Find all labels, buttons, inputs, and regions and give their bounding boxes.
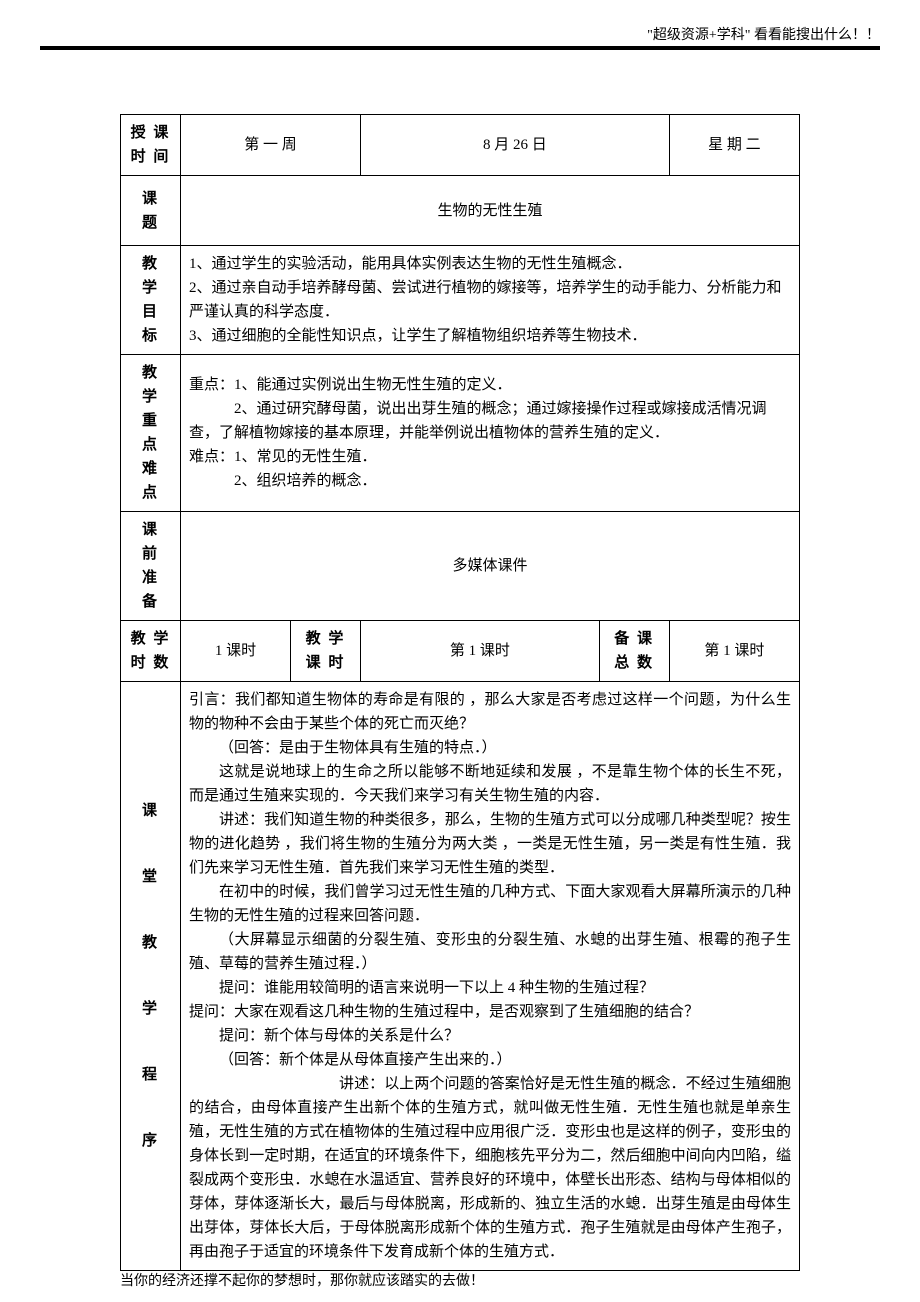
- objectives-text: 1、通过学生的实验活动，能用具体实例表达生物的无性生殖概念． 2、通过亲自动手培…: [181, 246, 800, 355]
- periods-label: 教 学 时 数: [121, 621, 181, 682]
- schedule-date: 8 月 26 日: [361, 115, 670, 176]
- process-content: 引言：我们都知道生物体的寿命是有限的 ，那么大家是否考虑过这样一个问题，为什么生…: [181, 682, 800, 1271]
- title-label: 课 题: [121, 176, 181, 246]
- keypoints-text: 重点：1、能通过实例说出生物无性生殖的定义． 2、通过研究酵母菌，说出出芽生殖的…: [181, 355, 800, 512]
- page-header-tagline: "超级资源+学科" 看看能搜出什么！！: [647, 24, 880, 44]
- preparation-row: 课 前 准 备 多媒体课件: [121, 512, 800, 621]
- objectives-label: 教 学 目 标: [121, 246, 181, 355]
- lesson-plan-table: 授 课 时 间 第 一 周 8 月 26 日 星 期 二 课 题 生物的无性生殖…: [120, 114, 800, 1271]
- header-rule: [40, 46, 880, 50]
- keypoints-row: 教 学 重 点 难 点 重点：1、能通过实例说出生物无性生殖的定义． 2、通过研…: [121, 355, 800, 512]
- preparation-label: 课 前 准 备: [121, 512, 181, 621]
- schedule-label: 授 课 时 间: [121, 115, 181, 176]
- periods-col2-label: 教 学 课 时: [291, 621, 361, 682]
- process-p0: 引言：我们都知道生物体的寿命是有限的 ，那么大家是否考虑过这样一个问题，为什么生…: [189, 688, 791, 736]
- process-p8: 提问：新个体与母体的关系是什么？: [189, 1024, 791, 1048]
- periods-col3-label: 备 课 总 数: [599, 621, 669, 682]
- title-value: 生物的无性生殖: [181, 176, 800, 246]
- schedule-weekday: 星 期 二: [669, 115, 799, 176]
- schedule-row: 授 课 时 间 第 一 周 8 月 26 日 星 期 二: [121, 115, 800, 176]
- process-p10: 讲述：以上两个问题的答案恰好是无性生殖的概念．不经过生殖细胞的结合，由母体直接产…: [189, 1072, 791, 1264]
- process-p5: （大屏幕显示细菌的分裂生殖、变形虫的分裂生殖、水螅的出芽生殖、根霉的孢子生殖、草…: [189, 928, 791, 976]
- process-p2: 这就是说地球上的生命之所以能够不断地延续和发展 ，不是靠生物个体的长生不死，而是…: [189, 760, 791, 808]
- process-p7: 提问：大家在观看这几种生物的生殖过程中，是否观察到了生殖细胞的结合？: [189, 1000, 791, 1024]
- objectives-row: 教 学 目 标 1、通过学生的实验活动，能用具体实例表达生物的无性生殖概念． 2…: [121, 246, 800, 355]
- periods-col3-value: 第 1 课时: [669, 621, 799, 682]
- process-row: 课 堂 教 学 程 序 引言：我们都知道生物体的寿命是有限的 ，那么大家是否考虑…: [121, 682, 800, 1271]
- process-label: 课 堂 教 学 程 序: [121, 682, 181, 1271]
- process-p3: 讲述：我们知道生物的种类很多，那么，生物的生殖方式可以分成哪几种类型呢？按生物的…: [189, 808, 791, 880]
- periods-row: 教 学 时 数 1 课时 教 学 课 时 第 1 课时 备 课 总 数 第 1 …: [121, 621, 800, 682]
- preparation-value: 多媒体课件: [181, 512, 800, 621]
- title-row: 课 题 生物的无性生殖: [121, 176, 800, 246]
- process-p9: （回答：新个体是从母体直接产生出来的．）: [189, 1048, 791, 1072]
- keypoints-label: 教 学 重 点 难 点: [121, 355, 181, 512]
- schedule-week: 第 一 周: [181, 115, 361, 176]
- process-p6: 提问：谁能用较简明的语言来说明一下以上 4 种生物的生殖过程？: [189, 976, 791, 1000]
- process-p1: （回答：是由于生物体具有生殖的特点．）: [189, 736, 791, 760]
- periods-col2-value: 第 1 课时: [361, 621, 600, 682]
- page-footer: 当你的经济还撑不起你的梦想时，那你就应该踏实的去做！: [120, 1270, 484, 1290]
- periods-col1: 1 课时: [181, 621, 291, 682]
- process-p4: 在初中的时候，我们曾学习过无性生殖的几种方式、下面大家观看大屏幕所演示的几种生物…: [189, 880, 791, 928]
